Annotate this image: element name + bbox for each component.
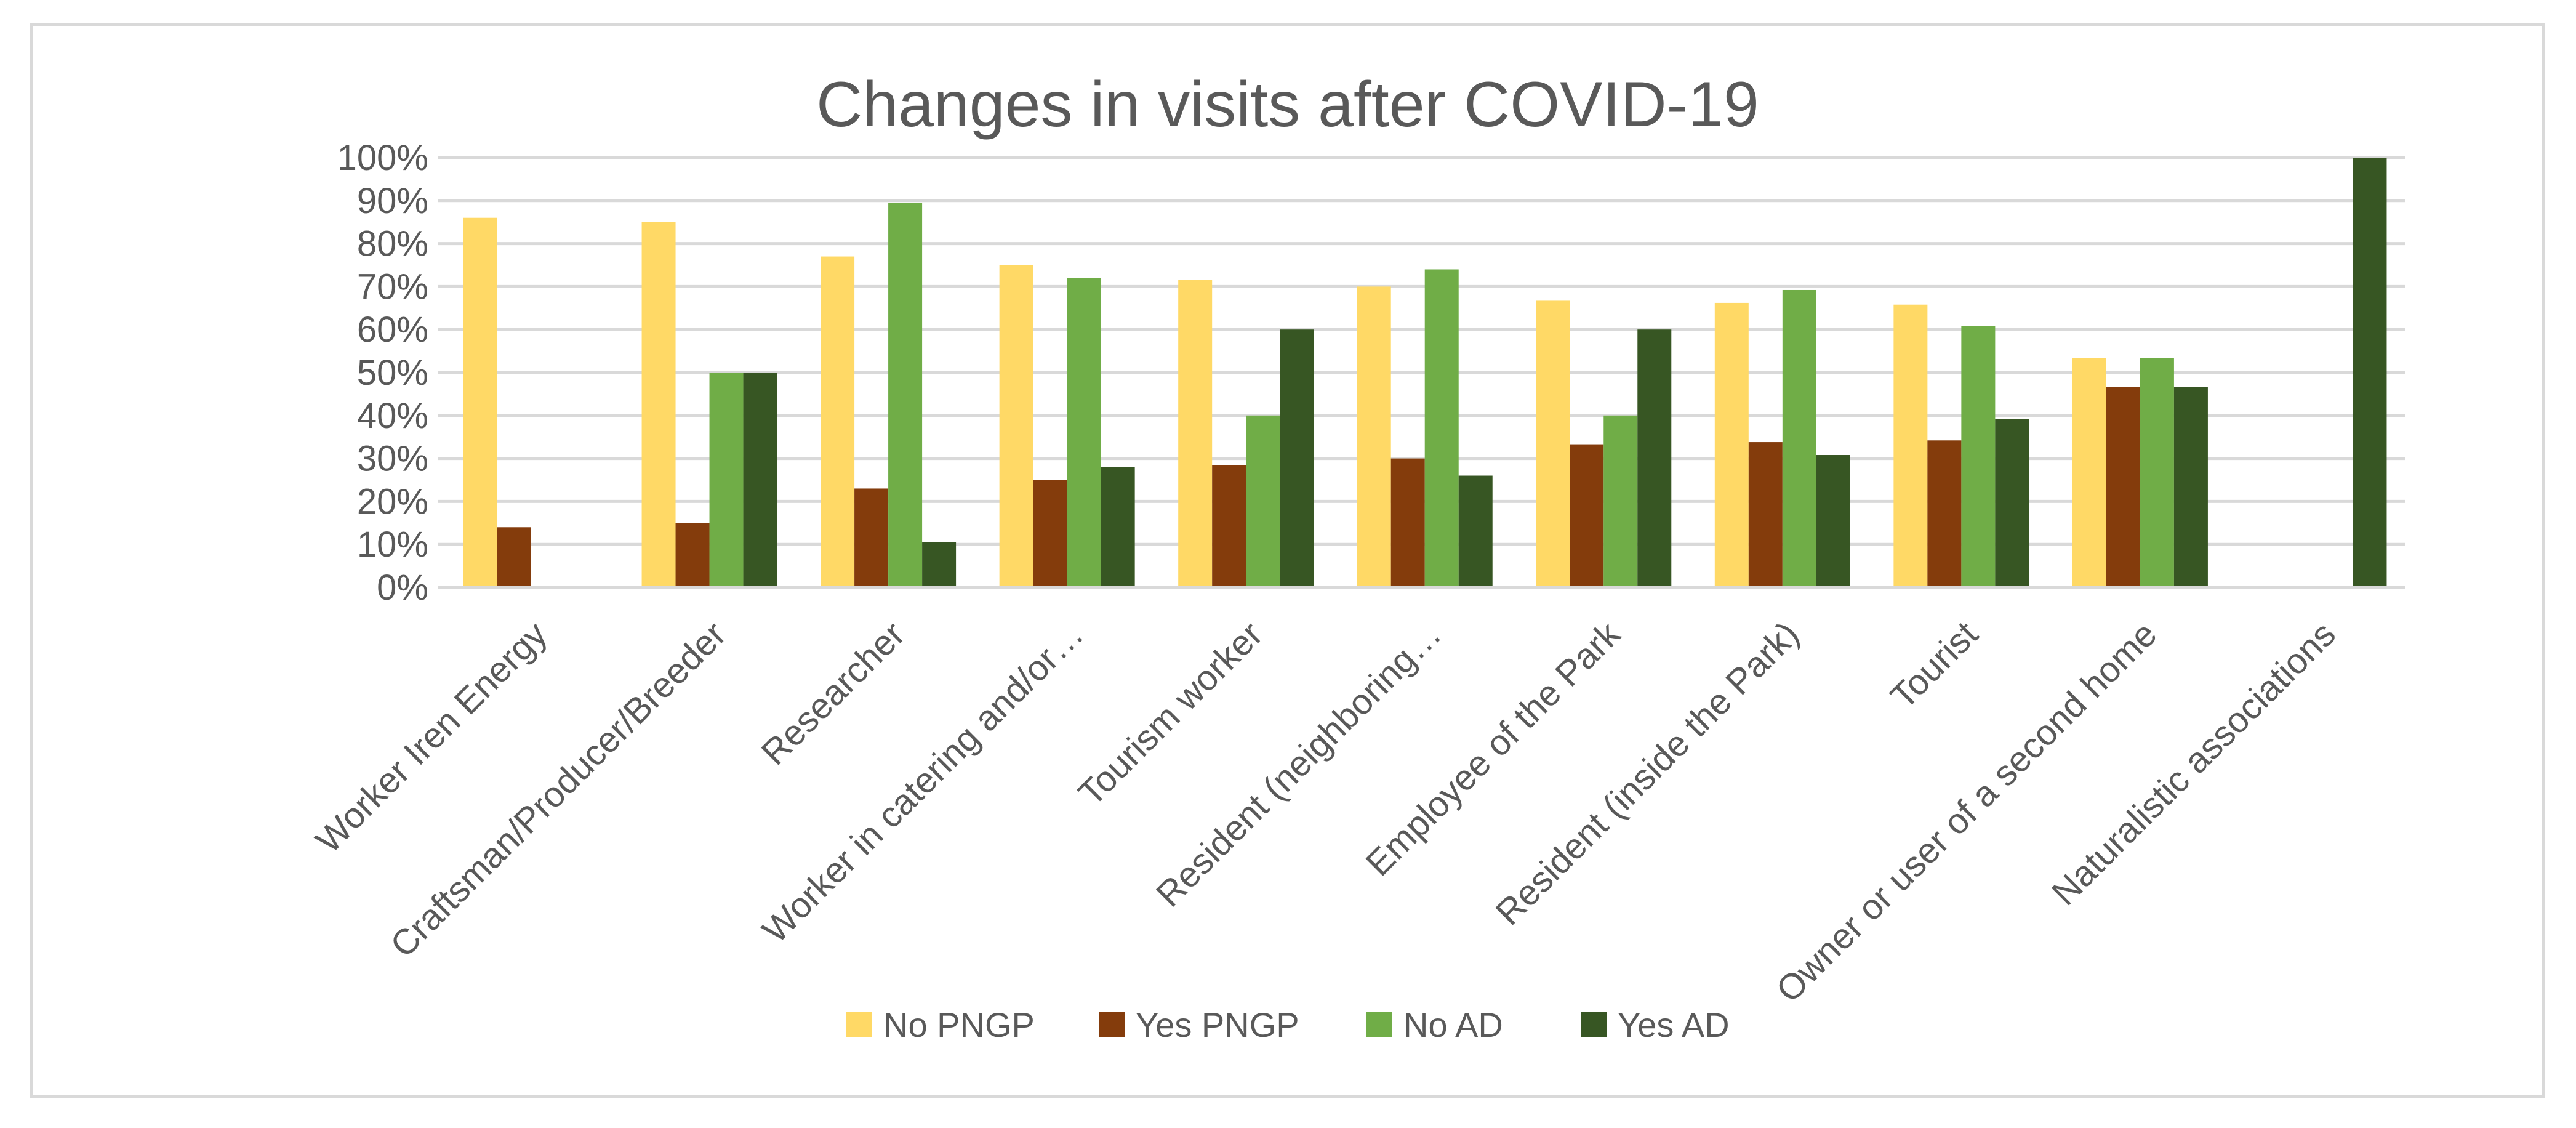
y-tick-label: 80% — [357, 224, 428, 264]
bar-no-pngp-3 — [999, 265, 1033, 587]
legend-label: No PNGP — [883, 1005, 1035, 1044]
bar-yes-ad-6 — [1637, 329, 1672, 587]
legend-swatch — [1581, 1012, 1607, 1037]
bar-yes-ad-4 — [1280, 329, 1314, 587]
bar-no-ad-4 — [1246, 415, 1280, 587]
bar-no-pngp-9 — [2072, 358, 2106, 587]
y-tick-label: 60% — [357, 310, 428, 350]
bar-yes-pngp-9 — [2106, 387, 2140, 587]
bar-no-ad-2 — [888, 203, 923, 587]
bar-no-ad-8 — [1961, 326, 1996, 587]
legend-swatch — [846, 1012, 872, 1037]
bar-no-pngp-7 — [1714, 302, 1749, 587]
bar-yes-pngp-2 — [854, 488, 889, 587]
bar-yes-pngp-6 — [1570, 444, 1604, 587]
bar-yes-pngp-0 — [497, 527, 531, 587]
bars — [463, 158, 2387, 588]
bar-yes-ad-8 — [1995, 419, 2029, 587]
x-tick-label: Tourism worker — [1071, 614, 1270, 813]
y-tick-label: 40% — [357, 396, 428, 436]
bar-yes-pngp-5 — [1390, 458, 1425, 587]
x-tick-label: Researcher — [754, 614, 913, 773]
x-axis: Worker Iren EnergyCraftsman/Producer/Bre… — [308, 586, 2405, 1010]
bar-yes-ad-7 — [1816, 455, 1850, 587]
y-tick-label: 90% — [357, 181, 428, 221]
x-tick-label: Naturalistic associations — [2044, 614, 2343, 913]
x-tick-label: Resident (inside the Park) — [1488, 614, 1807, 933]
bar-no-ad-1 — [709, 373, 744, 587]
bar-no-ad-6 — [1603, 415, 1638, 587]
x-tick-label: Resident (neighboring… — [1149, 614, 1449, 914]
y-tick-label: 0% — [377, 568, 428, 608]
x-tick-label: Owner or user of a second home — [1768, 614, 2164, 1010]
y-tick-label: 20% — [357, 481, 428, 522]
bar-yes-pngp-4 — [1212, 465, 1246, 587]
bar-no-ad-9 — [2140, 358, 2174, 587]
legend-swatch — [1366, 1012, 1392, 1037]
bar-yes-pngp-7 — [1748, 442, 1783, 587]
bar-yes-ad-5 — [1458, 475, 1493, 587]
legend-label: Yes AD — [1618, 1005, 1730, 1044]
bar-no-pngp-5 — [1357, 286, 1391, 587]
bar-yes-ad-10 — [2353, 158, 2387, 587]
bar-yes-pngp-3 — [1033, 480, 1067, 587]
y-axis: 0%10%20%30%40%50%60%70%80%90%100% — [337, 138, 428, 608]
bar-no-pngp-0 — [463, 217, 497, 588]
x-tick-label: Craftsman/Producer/Breeder — [383, 614, 734, 965]
legend-label: Yes PNGP — [1136, 1005, 1299, 1044]
bar-yes-pngp-1 — [675, 523, 710, 587]
bar-no-ad-5 — [1424, 269, 1459, 588]
bar-no-pngp-4 — [1178, 280, 1213, 587]
y-tick-label: 70% — [357, 267, 428, 307]
bar-no-pngp-6 — [1536, 300, 1570, 587]
bar-no-pngp-2 — [821, 256, 855, 587]
y-tick-label: 100% — [337, 138, 428, 178]
bar-no-pngp-8 — [1893, 304, 1928, 587]
bar-yes-ad-9 — [2173, 387, 2208, 587]
legend-label: No AD — [1403, 1005, 1503, 1044]
x-tick-label: Tourist — [1883, 614, 1986, 717]
y-tick-label: 30% — [357, 439, 428, 479]
bar-no-ad-7 — [1782, 289, 1816, 587]
bar-yes-ad-1 — [743, 373, 777, 587]
legend-swatch — [1099, 1012, 1125, 1037]
chart-title: Changes in visits after COVID-19 — [816, 69, 1759, 140]
bar-yes-ad-2 — [922, 542, 957, 587]
bar-yes-ad-3 — [1101, 467, 1135, 587]
bar-no-ad-3 — [1067, 278, 1101, 587]
y-tick-label: 50% — [357, 353, 428, 393]
legend: No PNGP Yes PNGP No AD Yes AD — [846, 1005, 1730, 1044]
bar-yes-pngp-8 — [1927, 440, 1962, 587]
bar-no-pngp-1 — [641, 222, 676, 587]
y-tick-label: 10% — [357, 525, 428, 565]
x-tick-label: Worker in catering and/or… — [755, 614, 1091, 951]
